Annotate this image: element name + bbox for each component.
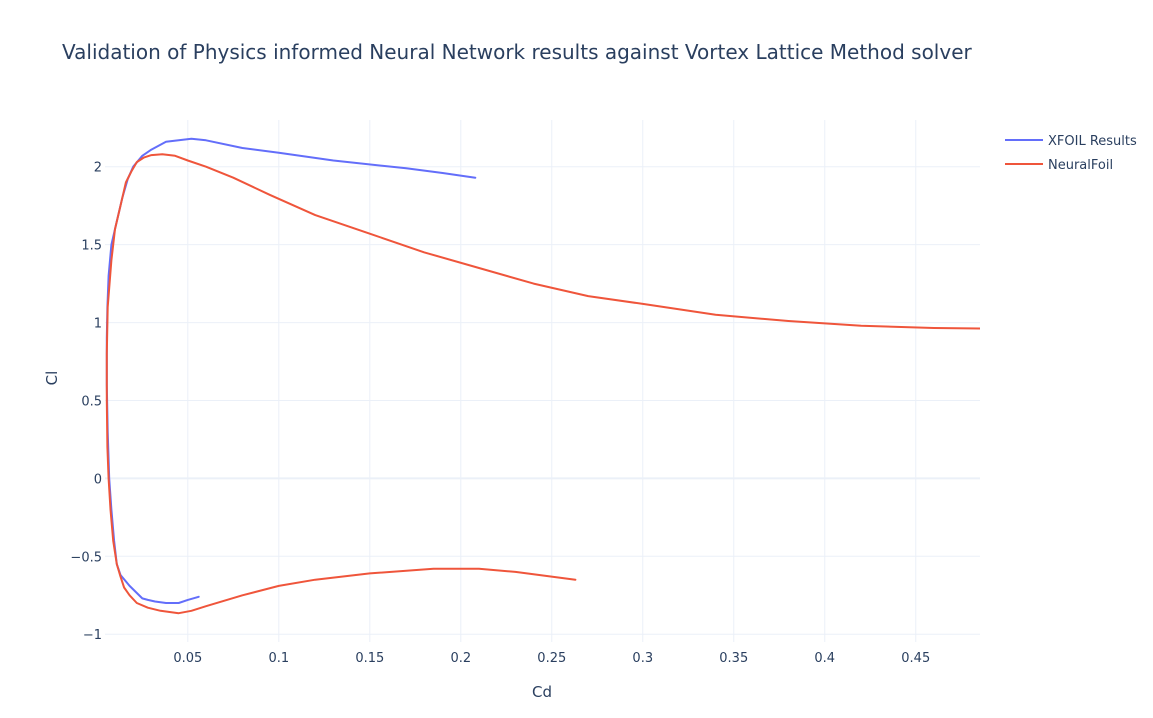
series-line-neuralfoil — [105, 153, 980, 615]
x-tick-label: 0.3 — [632, 651, 653, 666]
y-tick-label: 2 — [94, 161, 102, 176]
x-axis-label: Cd — [532, 683, 552, 701]
y-axis-label: Cl — [43, 371, 61, 386]
y-tick-label: 0 — [94, 472, 102, 487]
x-tick-label: 0.1 — [268, 651, 289, 666]
chart-title: Validation of Physics informed Neural Ne… — [62, 40, 973, 64]
y-tick-label: −1 — [83, 628, 102, 643]
x-tick-label: 0.45 — [901, 651, 930, 666]
y-tick-label: 0.5 — [81, 394, 102, 409]
legend-item-xfoil-results[interactable]: XFOIL Results — [1005, 134, 1137, 149]
y-tick-label: 1.5 — [81, 239, 102, 254]
grid — [105, 120, 980, 642]
legend-item-neuralfoil[interactable]: NeuralFoil — [1005, 158, 1113, 173]
x-tick-label: 0.35 — [719, 651, 748, 666]
x-tick-label: 0.2 — [450, 651, 471, 666]
series-line-xfoil-results — [105, 137, 477, 604]
legend-label: NeuralFoil — [1048, 158, 1113, 173]
plot-area — [105, 137, 980, 615]
y-tick-label: −0.5 — [70, 550, 102, 565]
y-axis-ticks: −1 −0.5 0 0.5 1 1.5 2 — [70, 161, 102, 643]
y-tick-label: 1 — [94, 317, 102, 332]
legend[interactable]: XFOIL Results NeuralFoil — [1005, 134, 1137, 173]
x-tick-label: 0.25 — [537, 651, 566, 666]
x-tick-label: 0.4 — [814, 651, 835, 666]
legend-label: XFOIL Results — [1048, 134, 1137, 149]
x-tick-label: 0.05 — [173, 651, 202, 666]
x-tick-label: 0.15 — [355, 651, 384, 666]
x-axis-ticks: 0.05 0.1 0.15 0.2 0.25 0.3 0.35 0.4 0.45 — [173, 651, 930, 666]
